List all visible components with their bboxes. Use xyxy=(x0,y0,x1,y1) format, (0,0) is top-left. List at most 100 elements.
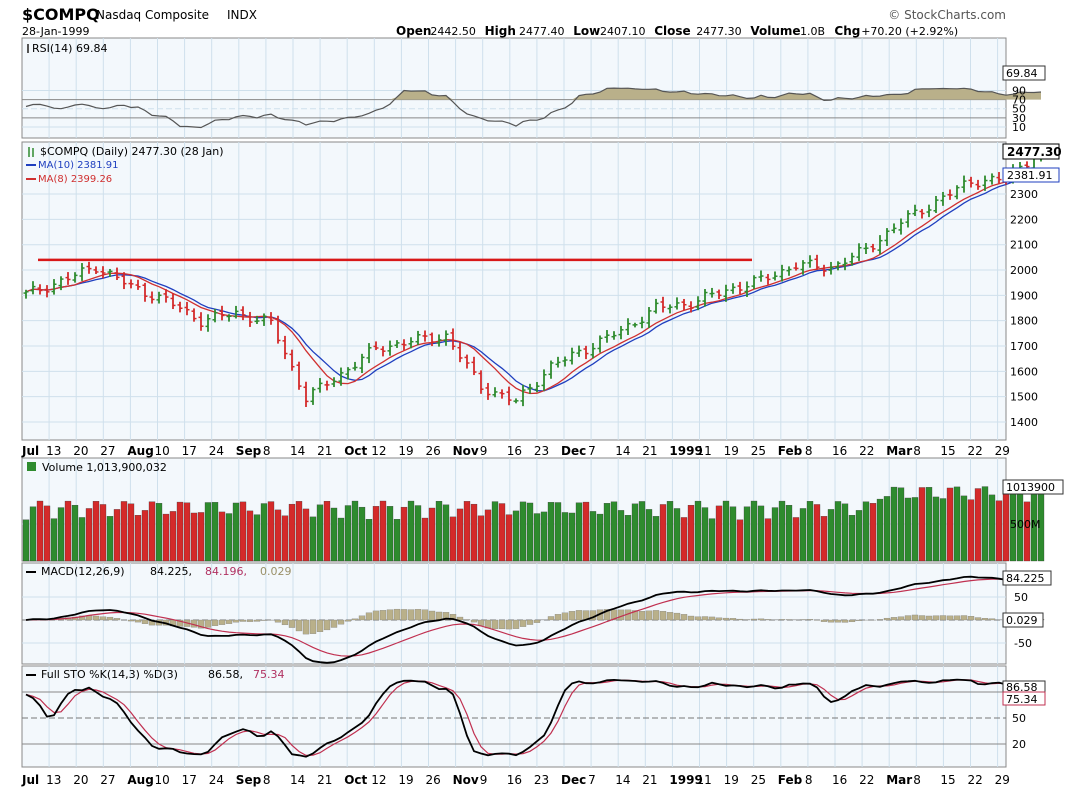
svg-text:0.029: 0.029 xyxy=(260,565,292,578)
macd-histogram-bar xyxy=(974,617,982,621)
x-tick-label: 10 xyxy=(155,773,170,787)
volume-bar xyxy=(134,515,142,562)
macd-histogram-bar xyxy=(939,615,947,621)
price-layer xyxy=(23,147,1044,407)
sto-layer xyxy=(25,678,1042,758)
macd-histogram-bar xyxy=(820,619,828,622)
svg-text:86.58,: 86.58, xyxy=(208,668,243,681)
volume-bar xyxy=(561,512,569,562)
price-legend-icon xyxy=(27,147,37,157)
volume-bar xyxy=(687,504,695,562)
macd-histogram-bar xyxy=(547,616,555,621)
x-tick-label: 11 xyxy=(697,444,712,458)
macd-layer xyxy=(25,575,1045,664)
index-name: Nasdaq Composite xyxy=(96,8,209,22)
volume-bar xyxy=(491,501,499,562)
x-tick-label: Feb xyxy=(778,444,803,458)
chart-header: $COMPQ Nasdaq Composite INDX © StockChar… xyxy=(22,5,1006,38)
volume-bar xyxy=(505,514,513,562)
macd-histogram-bar xyxy=(841,619,849,623)
volume-bar xyxy=(442,504,450,562)
macd-histogram-bar xyxy=(225,619,233,624)
volume-bar xyxy=(715,505,723,562)
macd-histogram-bar xyxy=(631,610,639,621)
volume-bar xyxy=(645,509,653,562)
volume-bar xyxy=(743,506,751,562)
price-tick-label: 1600 xyxy=(1010,365,1038,378)
macd-histogram-bar xyxy=(470,619,478,623)
x-tick-label: Jul xyxy=(21,773,39,787)
x-tick-label: 26 xyxy=(426,773,441,787)
volume-bar xyxy=(141,510,149,562)
volume-bar xyxy=(848,515,856,562)
macd-value-box xyxy=(1002,570,1052,586)
x-tick-label: 16 xyxy=(507,444,522,458)
price-tick-label: 2000 xyxy=(1010,264,1038,277)
rsi-value-box xyxy=(1002,65,1046,81)
macd-histogram-bar xyxy=(246,619,254,622)
volume-bar xyxy=(330,507,338,562)
volume-bar xyxy=(337,517,345,562)
volume-bar xyxy=(288,503,296,562)
sto-d-box xyxy=(1002,691,1046,706)
x-tick-label: 27 xyxy=(100,773,115,787)
volume-bar xyxy=(519,501,527,562)
x-tick-label: 22 xyxy=(968,444,983,458)
volume-bar xyxy=(757,505,765,562)
x-tick-label: 19 xyxy=(398,444,413,458)
price-tick-label: 2100 xyxy=(1010,239,1038,252)
volume-bar xyxy=(785,504,793,562)
macd-histogram-bar xyxy=(414,609,422,621)
volume-bar xyxy=(365,519,373,562)
macd-tick-label: -50 xyxy=(1014,637,1032,650)
volume-bar xyxy=(540,511,548,562)
x-tick-label: 21 xyxy=(317,773,332,787)
quote-label: Chg xyxy=(834,24,860,38)
macd-histogram-bar xyxy=(652,610,660,621)
macd-histogram-bar xyxy=(736,618,744,621)
macd-histogram-bar xyxy=(680,614,688,621)
price-tick-label: 2300 xyxy=(1010,188,1038,201)
macd-histogram-bar xyxy=(351,618,359,621)
x-tick-label: 8 xyxy=(805,773,813,787)
price-tick-label: 1700 xyxy=(1010,340,1038,353)
macd-histogram-bar xyxy=(561,612,569,621)
ma8-legend: MA(8) 2399.26 xyxy=(38,174,112,185)
x-axis-bottom: Jul 13 20 27 Aug 10 17 24 Sep 8 14 21 Oct 12 19 26 Nov 9 1… xyxy=(21,773,1010,787)
macd-histogram-bar xyxy=(799,619,807,621)
volume-bar xyxy=(911,497,919,562)
symbol-label: $COMPQ xyxy=(22,5,100,24)
svg-text:2477.30: 2477.30 xyxy=(1007,145,1062,159)
svg-text:RSI(14) 69.84: RSI(14) 69.84 xyxy=(32,42,107,55)
x-tick-label: 8 xyxy=(263,444,271,458)
volume-bar xyxy=(106,516,114,562)
volume-bar xyxy=(953,486,961,562)
volume-bar xyxy=(197,512,205,562)
volume-bar xyxy=(386,506,394,562)
macd-histogram-bar xyxy=(715,617,723,621)
macd-histogram-bar xyxy=(967,616,975,621)
volume-bar xyxy=(190,512,198,562)
macd-histogram-bar xyxy=(694,616,702,621)
volume-bar xyxy=(554,502,562,562)
volume-bar xyxy=(120,501,128,562)
volume-bar xyxy=(204,502,212,562)
volume-bar xyxy=(302,508,310,562)
volume-bar xyxy=(78,517,86,562)
x-tick-label: 12 xyxy=(371,773,386,787)
volume-bar xyxy=(610,501,618,562)
macd-histogram-bar xyxy=(708,616,716,621)
volume-bar xyxy=(680,517,688,562)
macd-legend: MACD(12,26,9) 84.225, 84.196, 0.029 xyxy=(26,565,292,578)
macd-histogram-bar xyxy=(323,619,331,631)
quote-label: Volume xyxy=(750,24,800,38)
volume-bar xyxy=(918,487,926,562)
volume-bar xyxy=(484,509,492,562)
sto-k-line xyxy=(25,678,1042,758)
svg-text:MACD(12,26,9): MACD(12,26,9) xyxy=(41,565,125,578)
x-tick-label: Sep xyxy=(236,444,262,458)
macd-histogram-bar xyxy=(134,619,142,623)
x-tick-label: 14 xyxy=(290,444,305,458)
rsi-tick-label: 50 xyxy=(1012,103,1026,116)
macd-histogram-bar xyxy=(617,609,625,621)
